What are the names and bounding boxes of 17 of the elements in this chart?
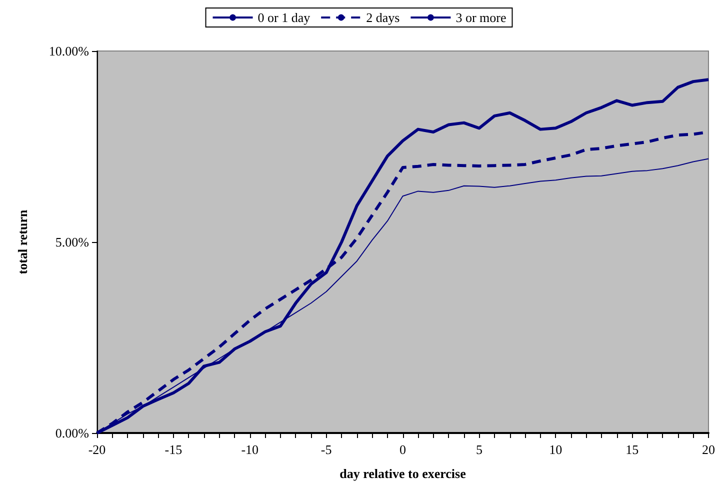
x-tick-label: -5 [320, 442, 332, 457]
x-tick-label: -10 [241, 442, 259, 457]
x-tick-label: 10 [549, 442, 562, 457]
legend-label: 0 or 1 day [258, 10, 311, 25]
legend-label: 2 days [366, 10, 400, 25]
x-tick-label: 20 [702, 442, 715, 457]
y-axis-title: total return [15, 209, 30, 274]
x-tick-label: 5 [476, 442, 482, 457]
y-tick-label: 5.00% [55, 234, 90, 250]
y-tick-label: 10.00% [48, 44, 90, 58]
x-axis-title: day relative to exercise [340, 466, 466, 481]
y-tick-label: 0.00% [55, 426, 90, 440]
legend-label: 3 or more [456, 10, 506, 25]
x-tick-label: -15 [164, 442, 182, 457]
x-tick-label: 15 [626, 442, 639, 457]
x-tick-label: -20 [88, 442, 106, 457]
x-tick-label: 0 [400, 442, 406, 457]
